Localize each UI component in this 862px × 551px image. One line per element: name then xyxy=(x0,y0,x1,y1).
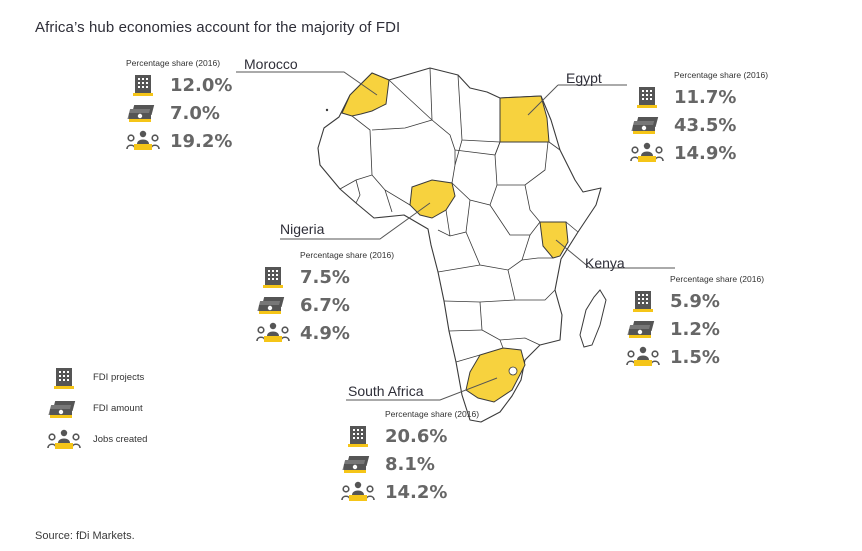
country-label-egypt: Egypt xyxy=(566,70,602,86)
stat-value-projects: 12.0% xyxy=(170,74,233,96)
egypt-shape xyxy=(499,95,550,143)
stats-nigeria: Percentage share (2016) 7.5% 6.7% 4.9% xyxy=(256,250,394,347)
building-icon xyxy=(256,264,290,290)
stat-row-jobs: 14.2% xyxy=(341,478,479,506)
stat-value-jobs: 1.5% xyxy=(670,346,720,368)
stat-row-jobs: 14.9% xyxy=(630,139,768,167)
money-icon xyxy=(45,396,83,422)
stat-value-amount: 7.0% xyxy=(170,102,220,124)
stat-value-jobs: 19.2% xyxy=(170,130,233,152)
stats-kenya: Percentage share (2016) 5.9% 1.2% 1.5% xyxy=(626,274,764,371)
morocco-shape xyxy=(341,72,390,117)
legend-item: FDI amount xyxy=(45,393,147,424)
stats-caption: Percentage share (2016) xyxy=(674,70,769,80)
leader-lines xyxy=(236,71,675,401)
stat-value-jobs: 14.9% xyxy=(674,142,737,164)
money-icon xyxy=(341,451,375,477)
building-icon xyxy=(630,84,664,110)
stat-value-projects: 20.6% xyxy=(385,425,448,447)
stat-row-amount: 7.0% xyxy=(126,99,232,127)
building-icon xyxy=(626,288,660,314)
stats-morocco: Percentage share (2016) 12.0% 7.0% 19.2% xyxy=(126,58,232,155)
legend-label: FDI amount xyxy=(93,403,143,414)
stat-row-amount: 6.7% xyxy=(256,291,394,319)
country-label-south-africa: South Africa xyxy=(348,383,424,399)
stat-row-jobs: 4.9% xyxy=(256,319,394,347)
country-label-nigeria: Nigeria xyxy=(280,221,325,237)
legend-label: Jobs created xyxy=(93,434,148,445)
stat-value-amount: 6.7% xyxy=(300,294,350,316)
source-note: Source: fDi Markets. xyxy=(35,530,135,542)
lesotho-shape xyxy=(508,366,518,376)
stat-row-jobs: 1.5% xyxy=(626,343,764,371)
stat-value-amount: 43.5% xyxy=(674,114,737,136)
stat-row-projects: 11.7% xyxy=(630,83,768,111)
stat-row-amount: 1.2% xyxy=(626,315,764,343)
stats-south-africa: Percentage share (2016) 20.6% 8.1% 14.2% xyxy=(341,409,479,506)
stat-row-projects: 20.6% xyxy=(341,422,479,450)
island-dot xyxy=(325,108,329,112)
stat-value-projects: 11.7% xyxy=(674,86,737,108)
stat-row-amount: 8.1% xyxy=(341,450,479,478)
people-icon xyxy=(626,344,660,370)
people-icon xyxy=(256,320,290,346)
stat-row-projects: 12.0% xyxy=(126,71,232,99)
stat-value-jobs: 14.2% xyxy=(385,481,448,503)
stats-caption: Percentage share (2016) xyxy=(670,274,765,284)
south-africa-shape xyxy=(465,347,526,403)
people-icon xyxy=(126,128,160,154)
stat-row-amount: 43.5% xyxy=(630,111,768,139)
money-icon xyxy=(256,292,290,318)
stats-caption: Percentage share (2016) xyxy=(126,58,221,68)
stats-egypt: Percentage share (2016) 11.7% 43.5% 14.9… xyxy=(630,70,768,167)
building-icon xyxy=(126,72,160,98)
stat-value-jobs: 4.9% xyxy=(300,322,350,344)
page-title: Africa’s hub economies account for the m… xyxy=(35,19,401,36)
stat-value-projects: 7.5% xyxy=(300,266,350,288)
legend: FDI projects FDI amount Jobs created xyxy=(45,362,147,455)
country-label-kenya: Kenya xyxy=(585,255,625,271)
country-borders xyxy=(339,67,579,363)
stat-row-projects: 7.5% xyxy=(256,263,394,291)
stat-row-jobs: 19.2% xyxy=(126,127,232,155)
legend-item: FDI projects xyxy=(45,362,147,393)
money-icon xyxy=(630,112,664,138)
money-icon xyxy=(626,316,660,342)
stats-caption: Percentage share (2016) xyxy=(385,409,480,419)
people-icon xyxy=(630,140,664,166)
building-icon xyxy=(45,365,83,391)
people-icon xyxy=(45,427,83,453)
stats-caption: Percentage share (2016) xyxy=(300,250,395,260)
legend-item: Jobs created xyxy=(45,424,147,455)
legend-label: FDI projects xyxy=(93,372,145,383)
stat-row-projects: 5.9% xyxy=(626,287,764,315)
people-icon xyxy=(341,479,375,505)
stat-value-amount: 1.2% xyxy=(670,318,720,340)
madagascar-shape xyxy=(579,289,607,348)
building-icon xyxy=(341,423,375,449)
stat-value-projects: 5.9% xyxy=(670,290,720,312)
money-icon xyxy=(126,100,160,126)
stat-value-amount: 8.1% xyxy=(385,453,435,475)
country-label-morocco: Morocco xyxy=(244,56,298,72)
